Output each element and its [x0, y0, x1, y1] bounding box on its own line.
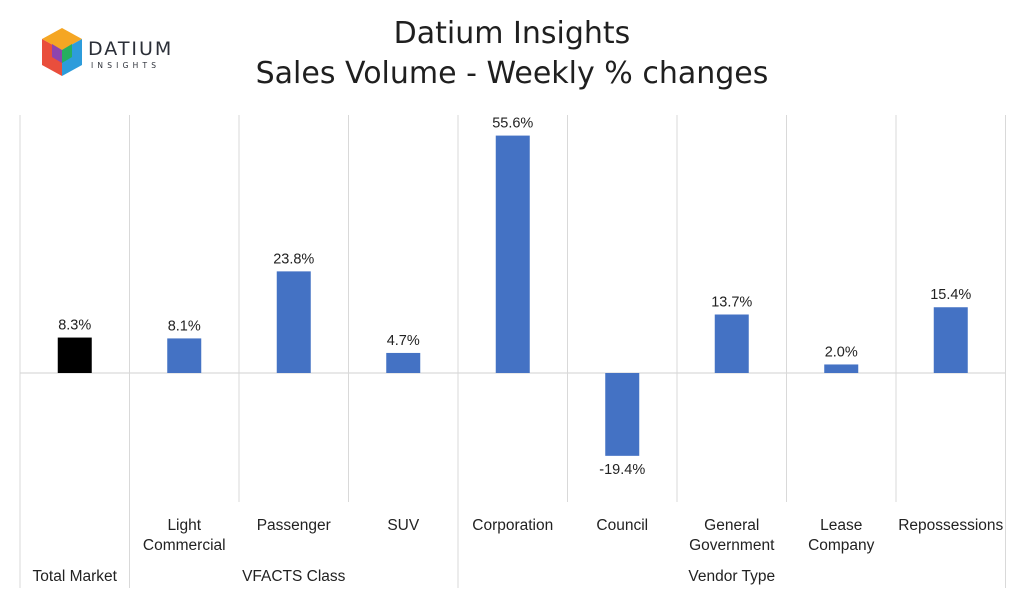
- data-label: 8.1%: [168, 318, 201, 334]
- category-label: Passenger: [257, 517, 331, 534]
- data-label: 13.7%: [711, 295, 752, 311]
- data-label: 4.7%: [387, 333, 420, 349]
- group-label: Vendor Type: [688, 568, 775, 585]
- logo-wordmark: DATIUM: [88, 38, 174, 60]
- category-label: Company: [808, 537, 875, 554]
- bar: [386, 352, 421, 373]
- category-label: Repossessions: [898, 517, 1003, 534]
- bar: [605, 373, 640, 456]
- logo-subtext: INSIGHTS: [91, 61, 161, 70]
- cube-logo-icon: [42, 28, 82, 76]
- category-label: Government: [689, 537, 775, 554]
- category-label: Light: [167, 517, 201, 534]
- chart-subtitle: Sales Volume - Weekly % changes: [255, 56, 769, 91]
- group-label: VFACTS Class: [242, 568, 346, 585]
- data-label: 2.0%: [825, 344, 858, 360]
- bar: [57, 337, 92, 373]
- category-label: SUV: [387, 517, 420, 534]
- data-label: -19.4%: [599, 462, 645, 478]
- category-label: General: [704, 517, 759, 534]
- datium-logo: [38, 26, 188, 82]
- bar: [933, 307, 968, 373]
- data-label: 55.6%: [492, 116, 533, 132]
- group-label: Total Market: [33, 568, 118, 585]
- data-label: 8.3%: [58, 318, 91, 334]
- bar: [495, 135, 530, 373]
- category-label: Commercial: [143, 537, 226, 554]
- bar: [276, 271, 311, 373]
- category-label: Council: [596, 517, 648, 534]
- chart-title: Datium Insights: [393, 16, 631, 51]
- data-label: 23.8%: [273, 251, 314, 267]
- bar: [714, 314, 749, 373]
- data-label: 15.4%: [930, 287, 971, 303]
- bar: [824, 364, 859, 373]
- category-label: Lease: [820, 517, 862, 534]
- category-label: Corporation: [472, 517, 553, 534]
- bar: [167, 338, 202, 373]
